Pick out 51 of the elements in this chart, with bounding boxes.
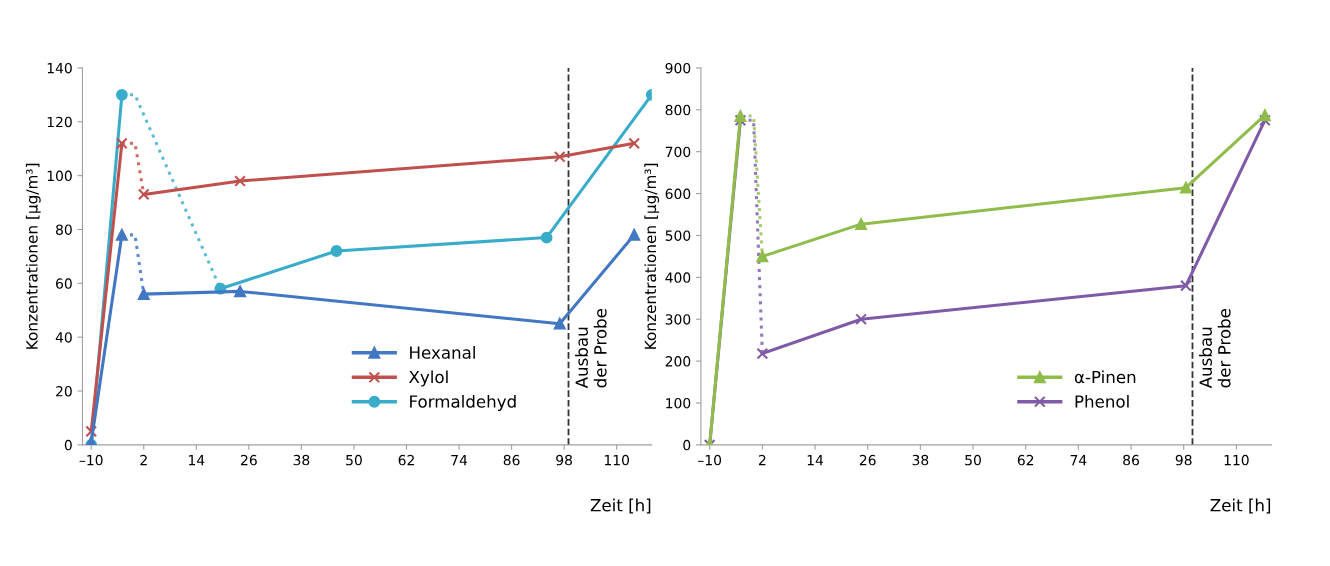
y-tick-label: 100 xyxy=(666,397,691,409)
legend-label: Formaldehyd xyxy=(410,394,516,412)
x-tick-label: 38 xyxy=(912,454,929,466)
y-tick-label: 700 xyxy=(665,146,691,158)
legend-label: α-Pinen xyxy=(1074,370,1136,384)
y-tick-label: 900 xyxy=(665,62,691,74)
y-tick-label: 120 xyxy=(47,116,72,128)
ref-line-label: Ausbau der Probe xyxy=(1199,308,1231,389)
x-tick-label: 38 xyxy=(293,454,310,466)
x-tick-label: 50 xyxy=(346,454,362,466)
x-tick-label: 98 xyxy=(556,454,573,466)
x-tick-label: –10 xyxy=(698,454,722,466)
y-tick-label: 20 xyxy=(56,385,72,397)
y-tick-label: 0 xyxy=(64,439,72,451)
x-tick-label: 26 xyxy=(241,454,257,466)
y-tick-label: 100 xyxy=(47,170,72,182)
y-tick-label: 800 xyxy=(665,104,691,116)
x-tick-label: 14 xyxy=(189,455,205,466)
ref-line-label: Ausbau der Probe xyxy=(575,308,607,389)
y-tick-label: 60 xyxy=(56,278,72,289)
legend-label: Hexanal xyxy=(410,345,475,359)
y-tick-label: 600 xyxy=(665,188,691,200)
y-axis-title: Konzentrationen [µg/m³] xyxy=(644,163,660,349)
x-tick-label: 74 xyxy=(451,455,468,466)
y-tick-label: 0 xyxy=(683,439,691,451)
y-tick-label: 200 xyxy=(665,356,691,367)
x-tick-label: 74 xyxy=(1070,455,1087,466)
x-tick-label: 14 xyxy=(807,455,824,466)
y-tick-label: 40 xyxy=(55,332,72,343)
x-tick-label: 86 xyxy=(503,454,520,466)
x-tick-label: 86 xyxy=(1123,454,1139,466)
x-tick-label: 2 xyxy=(140,454,147,466)
y-tick-label: 300 xyxy=(665,314,691,325)
y-tick-label: 140 xyxy=(47,62,72,74)
x-axis-title: Zeit [h] xyxy=(1210,498,1271,514)
x-tick-label: 110 xyxy=(604,454,629,466)
x-tick-label: 26 xyxy=(859,454,876,466)
legend-label: Xylol xyxy=(409,370,448,387)
y-tick-label: 80 xyxy=(56,224,72,235)
legend-label: Phenol xyxy=(1075,394,1129,408)
x-tick-label: 62 xyxy=(398,454,414,466)
x-tick-label: 50 xyxy=(965,454,981,466)
x-axis-title: Zeit [h] xyxy=(590,498,651,514)
x-tick-label: 98 xyxy=(1175,454,1192,466)
y-axis-title: Konzentrationen [µg/m³] xyxy=(25,163,41,349)
x-tick-label: 2 xyxy=(758,454,766,466)
y-tick-label: 500 xyxy=(665,230,691,241)
y-tick-label: 400 xyxy=(665,272,691,283)
x-tick-label: 62 xyxy=(1017,454,1034,466)
x-tick-label: –10 xyxy=(79,454,103,466)
x-tick-label: 110 xyxy=(1224,454,1249,466)
